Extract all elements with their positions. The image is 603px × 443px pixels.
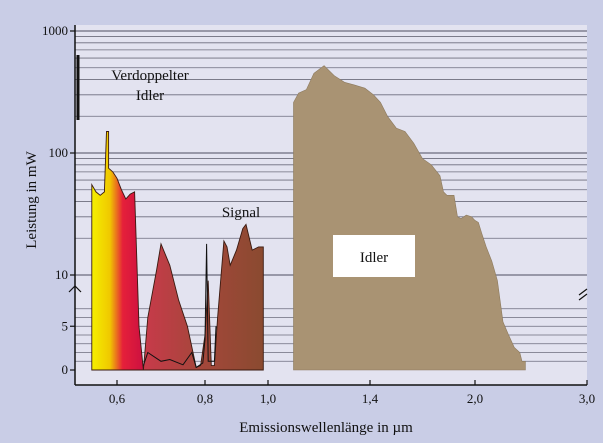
y-tick-label: 100 [49, 145, 69, 160]
series-layer [91, 65, 526, 371]
x-tick-label: 3,0 [579, 391, 595, 406]
annotation-idler: Idler [360, 250, 388, 266]
series-verdoppelter-idler [91, 131, 144, 371]
x-tick-label: 0,8 [197, 391, 213, 406]
x-tick-label: 1,4 [362, 391, 379, 406]
right-break [578, 288, 588, 301]
x-tick-label: 2,0 [467, 391, 483, 406]
series-signal [142, 223, 264, 371]
x-axis-title: Emissionswellenlänge in µm [239, 420, 413, 436]
series-idler [293, 65, 526, 371]
y-tick-label: 0 [62, 362, 69, 377]
y-axis-title: Leistung in mW [24, 150, 40, 248]
x-tick-label: 1,0 [260, 391, 276, 406]
y-tick-label: 10 [55, 267, 68, 282]
axes [68, 25, 588, 386]
annotation-signal: Signal [222, 205, 260, 221]
labels: 0,6 0,8 1,0 1,4 2,0 3,0 0 5 10 100 1000 Verdoppelte… [42, 23, 595, 406]
x-tick-label: 0,6 [109, 391, 126, 406]
y-tick-label: 5 [62, 318, 69, 333]
signal-trace [142, 243, 217, 369]
annotation-verdoppelter-idler: Verdoppelter Idler [111, 68, 188, 104]
y-tick-label: 1000 [42, 23, 68, 38]
annotation-idler-box [333, 235, 415, 277]
y-axis-break [68, 285, 82, 293]
